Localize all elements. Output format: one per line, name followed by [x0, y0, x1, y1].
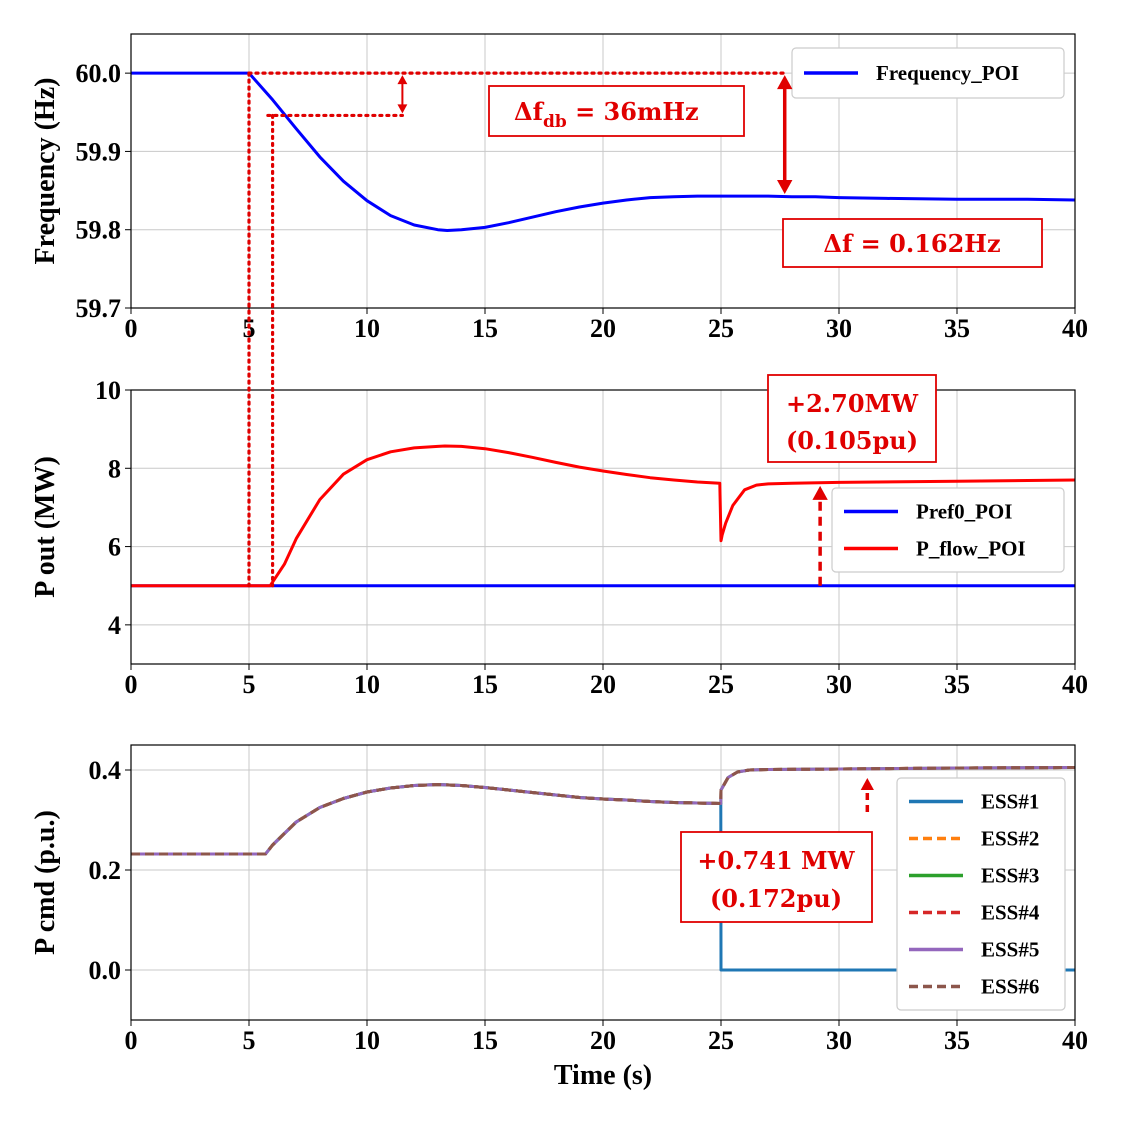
- delta-f-arrow-head: [777, 75, 793, 90]
- power-increase-label: +2.70MW: [786, 389, 919, 418]
- y-tick-label: 59.8: [76, 216, 122, 245]
- series-group: [131, 444, 1075, 588]
- delta-f-label-box: [782, 218, 1043, 268]
- y-tick-label: 60.0: [76, 59, 122, 88]
- legend-label: Pref0_POI: [916, 500, 1012, 524]
- plot-frame: [130, 744, 1076, 1021]
- legend-box: [896, 777, 1066, 1011]
- x-axis-label: Time (s): [554, 1060, 652, 1091]
- ess-increase-arrow-head: [860, 778, 874, 790]
- deadband-arrow-head: [397, 75, 408, 85]
- x-tick-label: 35: [944, 314, 970, 343]
- x-tick-label: 25: [708, 1026, 734, 1055]
- delta-f-arrow-head: [777, 180, 793, 195]
- x-tick-label: 40: [1062, 670, 1088, 699]
- x-tick-label: 40: [1062, 1026, 1088, 1055]
- x-tick-label: 5: [243, 1026, 256, 1055]
- x-tick-label: 10: [354, 1026, 380, 1055]
- legend-label: ESS#2: [981, 827, 1039, 851]
- y-tick-label: 10: [95, 376, 121, 405]
- delta-f-label: Δf = 0.162Hz: [823, 229, 1000, 258]
- panel-1: 051015202530354059.759.859.960.0Frequenc…: [30, 33, 1088, 343]
- y-tick-label: 6: [108, 533, 121, 562]
- annotations: Δfdb = 36mHz Δf = 0.162Hz +2.70MW (0.105pu)…: [247, 71, 1043, 923]
- y-tick-label: 59.9: [76, 137, 122, 166]
- x-tick-label: 15: [472, 1026, 498, 1055]
- power-increase-pu-label: (0.105pu): [786, 426, 918, 455]
- x-tick-label: 15: [472, 670, 498, 699]
- x-tick-label: 20: [590, 670, 616, 699]
- x-tick-label: 0: [125, 1026, 138, 1055]
- legend-power: Pref0_POI P_flow_POI: [831, 487, 1065, 573]
- deadband-label-box: [488, 85, 745, 137]
- legend-label: ESS#3: [981, 864, 1039, 888]
- legend-label: ESS#6: [981, 975, 1039, 999]
- y-tick-label: 4: [108, 611, 121, 640]
- panel-3: 0 5 10 15 20 25 30 35 40 0.0 0.2 0.4 P cmd (p.u.) Tim…: [30, 744, 1088, 1091]
- y-tick-label: 0.0: [89, 956, 122, 985]
- y-tick-label: 8: [108, 454, 121, 483]
- y-tick-label: 0.2: [89, 856, 122, 885]
- legend-label: ESS#5: [981, 938, 1039, 962]
- x-tick-label: 30: [826, 1026, 852, 1055]
- deadband-arrow-head: [397, 104, 408, 114]
- x-tick-label: 5: [243, 670, 256, 699]
- legend-label: Frequency_POI: [876, 61, 1019, 85]
- plot-frame: [130, 33, 1076, 309]
- y-axis-label: P cmd (p.u.): [30, 810, 61, 955]
- x-tick-label: 15: [472, 314, 498, 343]
- series-line-p-flow-poi: [131, 444, 1075, 588]
- series-group: [131, 766, 1075, 972]
- x-tick-label: 20: [590, 314, 616, 343]
- x-tick-label: 30: [826, 314, 852, 343]
- x-tick-label: 0: [125, 670, 138, 699]
- legend-label: ESS#1: [981, 790, 1039, 814]
- series-line-ess-6: [131, 766, 1075, 856]
- ess-increase-pu-label: (0.172pu): [710, 884, 842, 913]
- ess-increase-label-box: [680, 831, 873, 923]
- legend-label: ESS#4: [981, 901, 1040, 925]
- series-line-frequency-poi: [131, 71, 1075, 232]
- x-tick-label: 30: [826, 670, 852, 699]
- x-tick-label: 0: [125, 314, 138, 343]
- power-increase-arrow-head: [812, 485, 828, 500]
- y-tick-label: 0.4: [89, 756, 122, 785]
- legend-box: [791, 47, 1065, 99]
- x-tick-label: 35: [944, 1026, 970, 1055]
- y-axis-label: Frequency (Hz): [30, 78, 61, 265]
- power-increase-label-box: [767, 374, 937, 463]
- x-tick-label: 25: [708, 314, 734, 343]
- x-tick-label: 25: [708, 670, 734, 699]
- legend-label: P_flow_POI: [916, 537, 1026, 561]
- x-tick-label: 35: [944, 670, 970, 699]
- y-axis-label: P out (MW): [30, 456, 61, 598]
- legend-frequency: Frequency_POI: [791, 47, 1065, 99]
- x-tick-label: 20: [590, 1026, 616, 1055]
- legend-box: [831, 487, 1065, 573]
- ess-increase-label: +0.741 MW: [697, 846, 855, 875]
- y-tick-label: 59.7: [76, 294, 122, 323]
- series-group: [131, 71, 1075, 232]
- deadband-label: Δfdb = 36mHz: [514, 97, 699, 132]
- x-tick-label: 40: [1062, 314, 1088, 343]
- legend-ess: ESS#1 ESS#2 ESS#3 ESS#4 ESS#5 ESS#6: [896, 777, 1066, 1011]
- plot-frame: [130, 389, 1076, 665]
- panel-2: 0 5 10 15 20 25 30 35 40 4 6 8 10 P out (MW): [30, 376, 1088, 699]
- x-tick-label: 10: [354, 314, 380, 343]
- x-tick-label: 10: [354, 670, 380, 699]
